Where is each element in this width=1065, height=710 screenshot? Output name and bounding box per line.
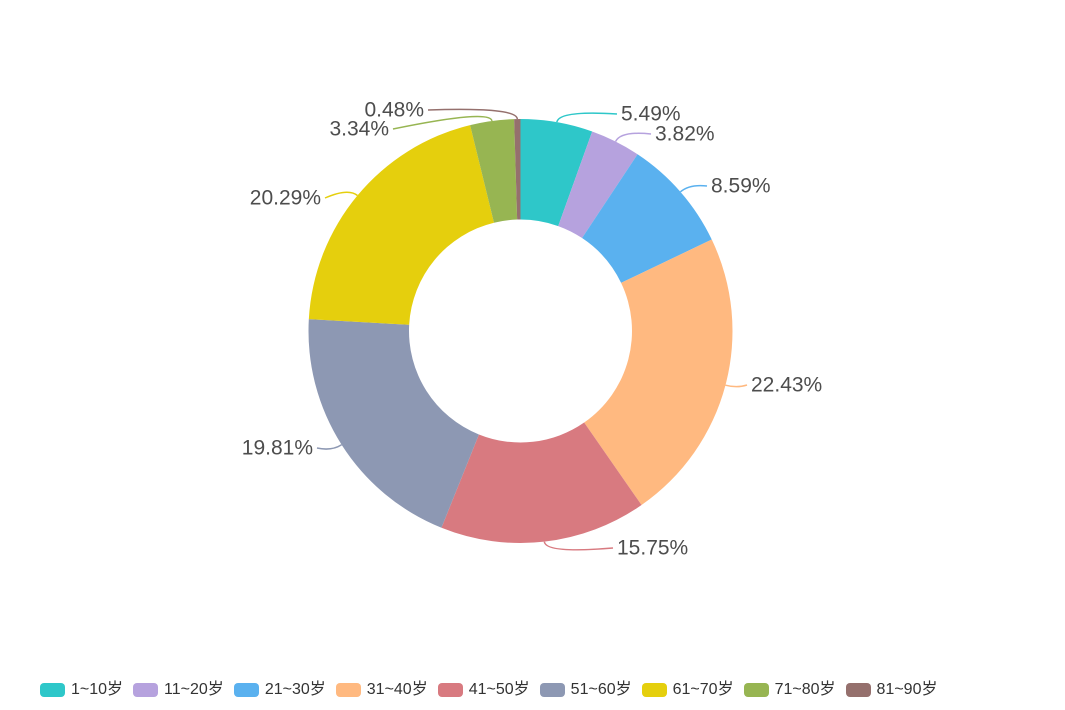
legend-item-6[interactable]: 61~70岁: [641, 681, 734, 698]
pie-slice-3[interactable]: [584, 239, 733, 506]
slice-label-5: 19.81%: [242, 437, 313, 460]
legend-swatch-icon: [539, 683, 565, 697]
legend-item-1[interactable]: 11~20岁: [133, 682, 224, 698]
legend-item-4[interactable]: 41~50岁: [437, 681, 530, 698]
slice-label-1: 3.82%: [655, 123, 715, 146]
slice-label-7: 3.34%: [329, 118, 389, 141]
label-line-3: [725, 384, 748, 388]
chart-legend: 1~10岁 11~20岁 21~30岁 31~40岁 41~50岁 51~60岁 61~70…: [40, 682, 937, 698]
legend-item-label: 81~90岁: [876, 681, 938, 698]
label-line-6: [324, 191, 358, 199]
legend-item-5[interactable]: 51~60岁: [539, 681, 632, 698]
legend-item-label: 51~60岁: [570, 681, 632, 698]
legend-swatch-icon: [233, 683, 259, 697]
legend-item-label: 11~20岁: [164, 681, 224, 698]
pie-slice-7[interactable]: [470, 119, 518, 223]
slice-label-8: 0.48%: [364, 99, 424, 122]
label-line-4: [543, 541, 614, 551]
slice-labels: 5.49%3.82% 8.59% 22.43% 15.75% 19.81% 20.29% 3…: [242, 99, 822, 560]
legend-swatch-icon: [641, 683, 667, 697]
legend-swatch-icon: [743, 683, 769, 697]
pie-slice-1[interactable]: [558, 131, 638, 239]
label-line-2: [679, 184, 708, 193]
label-line-7: [392, 115, 493, 130]
slice-label-3: 22.43%: [751, 374, 822, 397]
legend-item-0[interactable]: 1~10岁: [40, 682, 123, 698]
legend-item-label: 31~40岁: [366, 681, 428, 698]
label-line-0: [556, 112, 618, 123]
legend-swatch-icon: [133, 683, 159, 697]
pie-slice-5[interactable]: [308, 319, 479, 528]
legend-item-label: 41~50岁: [468, 681, 530, 698]
slice-label-4: 15.75%: [617, 537, 688, 560]
slice-label-0: 5.49%: [621, 103, 681, 126]
legend-swatch-icon: [40, 683, 65, 697]
slice-label-2: 8.59%: [711, 175, 771, 198]
pie-slice-8[interactable]: [514, 119, 521, 220]
legend-swatch-icon: [335, 683, 361, 697]
legend-swatch-icon: [437, 683, 463, 697]
label-line-1: [614, 132, 652, 142]
legend-item-7[interactable]: 71~80岁: [743, 681, 836, 698]
pie-slice-4[interactable]: [441, 422, 642, 544]
legend-item-label: 61~70岁: [672, 681, 734, 698]
pie-slice-6[interactable]: [308, 125, 494, 325]
legend-swatch-icon: [845, 683, 871, 697]
legend-item-3[interactable]: 31~40岁: [335, 681, 428, 698]
label-lines: [316, 108, 748, 551]
legend-item-2[interactable]: 21~30岁: [233, 681, 326, 698]
pie-slice-2[interactable]: [582, 154, 712, 283]
pie-slices: [308, 119, 733, 544]
legend-item-label: 1~10岁: [71, 681, 124, 698]
label-line-8: [427, 108, 519, 120]
legend-item-label: 21~30岁: [264, 681, 326, 698]
label-line-5: [316, 444, 343, 450]
legend-item-8[interactable]: 81~90岁: [845, 681, 938, 698]
slice-label-6: 20.29%: [250, 187, 321, 210]
pie-slice-0[interactable]: [520, 119, 593, 227]
legend-item-label: 71~80岁: [774, 681, 836, 698]
